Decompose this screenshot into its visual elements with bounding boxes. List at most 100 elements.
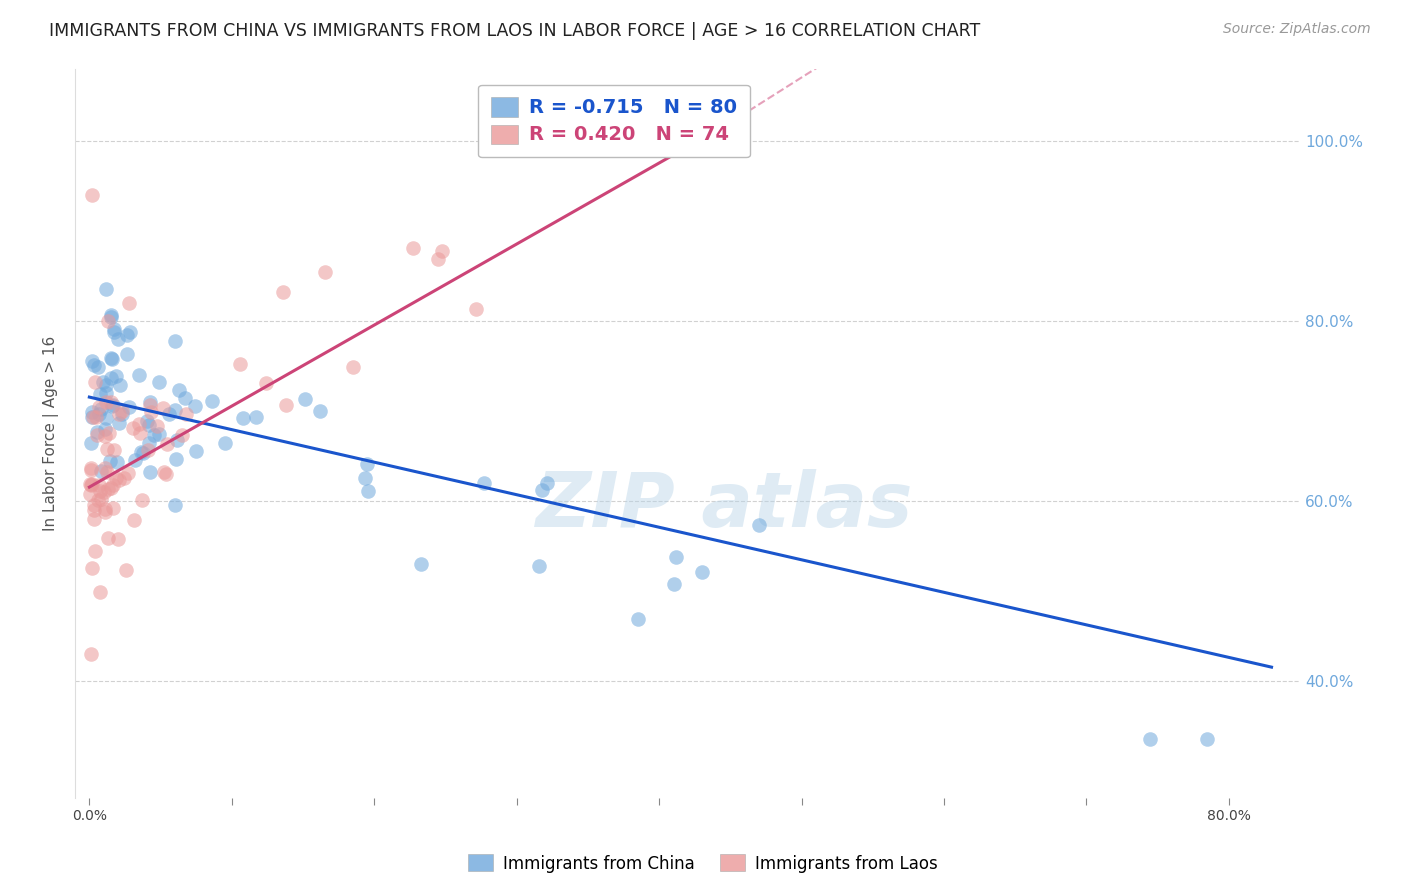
Point bbox=[627, 612, 650, 626]
Point bbox=[357, 484, 380, 499]
Point bbox=[103, 398, 125, 412]
Point bbox=[89, 400, 111, 414]
Point bbox=[353, 471, 375, 485]
Point bbox=[80, 461, 103, 475]
Point bbox=[472, 475, 495, 490]
Point bbox=[83, 503, 105, 517]
Point bbox=[531, 483, 554, 498]
Point bbox=[89, 387, 111, 401]
Point bbox=[96, 395, 118, 409]
Point bbox=[409, 557, 432, 571]
Point bbox=[97, 482, 120, 496]
Point bbox=[98, 454, 121, 468]
Point bbox=[690, 565, 713, 579]
Point bbox=[138, 435, 160, 450]
Point bbox=[117, 466, 139, 480]
Point bbox=[748, 518, 770, 533]
Point bbox=[107, 407, 129, 421]
Point bbox=[101, 478, 124, 492]
Point bbox=[1197, 732, 1219, 747]
Point bbox=[82, 409, 104, 424]
Point bbox=[165, 451, 187, 466]
Point bbox=[128, 417, 150, 431]
Point bbox=[665, 549, 688, 564]
Point bbox=[105, 455, 128, 469]
Point bbox=[101, 399, 124, 413]
Legend: Immigrants from China, Immigrants from Laos: Immigrants from China, Immigrants from L… bbox=[461, 847, 945, 880]
Point bbox=[432, 244, 454, 258]
Point bbox=[94, 410, 117, 425]
Point bbox=[87, 407, 110, 421]
Point bbox=[100, 481, 122, 495]
Point bbox=[163, 334, 186, 348]
Point bbox=[245, 410, 267, 425]
Point bbox=[1139, 732, 1161, 747]
Point bbox=[114, 563, 136, 577]
Point bbox=[108, 377, 131, 392]
Point bbox=[96, 377, 118, 392]
Point bbox=[152, 401, 174, 416]
Text: ZIP atlas: ZIP atlas bbox=[536, 469, 912, 543]
Point bbox=[174, 407, 197, 421]
Point bbox=[83, 498, 105, 512]
Point bbox=[96, 442, 118, 456]
Point bbox=[229, 357, 252, 371]
Point bbox=[662, 577, 685, 591]
Point bbox=[124, 452, 146, 467]
Point bbox=[80, 560, 103, 574]
Point bbox=[82, 409, 104, 424]
Point bbox=[148, 375, 170, 389]
Point bbox=[129, 425, 152, 440]
Point bbox=[103, 325, 125, 339]
Point bbox=[117, 328, 139, 343]
Point bbox=[90, 402, 112, 417]
Point bbox=[201, 394, 224, 409]
Point bbox=[103, 442, 125, 457]
Point bbox=[94, 502, 117, 516]
Point bbox=[80, 405, 103, 419]
Point bbox=[254, 376, 277, 390]
Point bbox=[138, 417, 160, 432]
Point bbox=[84, 409, 107, 424]
Point bbox=[83, 543, 105, 558]
Point bbox=[184, 443, 207, 458]
Point bbox=[96, 465, 118, 479]
Point bbox=[104, 471, 127, 485]
Point bbox=[94, 505, 117, 519]
Point bbox=[108, 416, 131, 430]
Legend: R = -0.715   N = 80, R = 0.420   N = 74: R = -0.715 N = 80, R = 0.420 N = 74 bbox=[478, 85, 749, 157]
Point bbox=[183, 399, 205, 413]
Point bbox=[80, 478, 103, 492]
Text: Source: ZipAtlas.com: Source: ZipAtlas.com bbox=[1223, 22, 1371, 37]
Point bbox=[87, 477, 110, 491]
Point bbox=[131, 444, 153, 458]
Point bbox=[159, 407, 181, 421]
Point bbox=[356, 457, 378, 471]
Point bbox=[107, 332, 129, 346]
Point bbox=[138, 442, 160, 457]
Point bbox=[465, 302, 488, 317]
Point bbox=[83, 512, 105, 526]
Y-axis label: In Labor Force | Age > 16: In Labor Force | Age > 16 bbox=[44, 335, 59, 531]
Point bbox=[80, 477, 103, 491]
Point bbox=[271, 285, 294, 299]
Point bbox=[274, 398, 297, 412]
Point bbox=[86, 492, 108, 507]
Point bbox=[100, 351, 122, 365]
Point bbox=[141, 405, 163, 419]
Point bbox=[100, 371, 122, 385]
Point bbox=[100, 309, 122, 323]
Point bbox=[118, 295, 141, 310]
Point bbox=[427, 252, 450, 267]
Point bbox=[100, 395, 122, 409]
Point bbox=[138, 398, 160, 412]
Point bbox=[94, 386, 117, 401]
Point bbox=[103, 321, 125, 335]
Point bbox=[87, 359, 110, 374]
Point bbox=[122, 420, 145, 434]
Point bbox=[122, 513, 145, 527]
Point bbox=[170, 428, 193, 442]
Point bbox=[80, 462, 103, 476]
Point bbox=[91, 375, 114, 389]
Point bbox=[156, 437, 179, 451]
